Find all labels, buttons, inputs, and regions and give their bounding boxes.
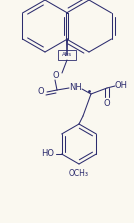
FancyBboxPatch shape	[58, 50, 76, 60]
Text: O: O	[38, 87, 44, 97]
Text: NH: NH	[69, 83, 81, 93]
Text: OCH₃: OCH₃	[69, 169, 89, 178]
Text: OH: OH	[114, 81, 127, 91]
Text: O: O	[53, 72, 59, 81]
Text: O: O	[104, 99, 110, 107]
Text: HO: HO	[41, 149, 54, 159]
Text: Abs: Abs	[62, 52, 72, 58]
